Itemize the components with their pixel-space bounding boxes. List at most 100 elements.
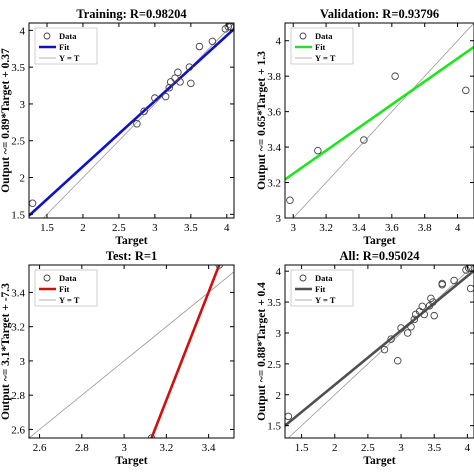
legend-label: Data (59, 31, 77, 41)
data-point (393, 357, 402, 365)
regression-panel-2: Validation: R=0.93796 3 3.2 3.4 3.6 3.8 4 3 3.2 3… (256, 7, 474, 247)
x-tick-label: 2 (80, 222, 86, 234)
y-tick-label: 2.5 (11, 136, 25, 148)
data-point (450, 276, 458, 285)
x-tick-label: 3 (398, 442, 404, 454)
data-point (438, 279, 446, 288)
plot-frame (28, 22, 235, 219)
legend-label: Y = T (59, 53, 80, 63)
y-tick-label: 4 (276, 266, 282, 278)
plot-frame (284, 264, 474, 439)
x-tick-label: 2.5 (112, 222, 126, 234)
data-point (397, 324, 405, 332)
y-tick-label: 3.4 (267, 142, 281, 154)
plot-area (285, 265, 474, 438)
fit-line (285, 269, 474, 427)
legend-data-marker (299, 274, 307, 282)
data-point (187, 79, 195, 88)
legend-label: Fit (315, 42, 326, 52)
y-tick-label: 1.5 (11, 209, 25, 221)
y-tick-label: 2 (20, 173, 26, 185)
y-tick-label: 3 (20, 356, 26, 368)
data-point (407, 323, 415, 331)
legend-label: Data (315, 273, 333, 283)
panel-title: Validation: R=0.93796 (320, 7, 439, 21)
y-tick-label: 3.5 (267, 297, 281, 309)
x-tick-label: 4 (224, 222, 230, 234)
legend-label: Y = T (315, 53, 336, 63)
data-point (430, 311, 438, 320)
data-point (166, 78, 175, 86)
x-tick-label: 2 (332, 442, 338, 454)
data-point (176, 78, 184, 86)
data-point (171, 74, 179, 82)
fit-line (150, 265, 221, 438)
plot-frame (28, 264, 235, 439)
y-tick-label: 4 (20, 25, 26, 37)
data-point (165, 84, 174, 92)
x-tick-label: 2.8 (75, 442, 89, 454)
identity-line (288, 265, 474, 438)
data-point (420, 310, 429, 319)
y-axis-label: Output ~= 0.89*Target + 0.37 (0, 48, 12, 193)
y-tick-label: 3 (20, 99, 26, 111)
data-point (462, 86, 470, 95)
y-tick-label: 3.6 (267, 107, 281, 119)
x-tick-label: 2.6 (33, 442, 47, 454)
data-point (285, 412, 293, 421)
data-point (29, 199, 37, 208)
regression-panel-1: Training: R=0.98204 1.5 2 2.5 3 3.5 4 1.5 2 2.5 3 3… (0, 7, 235, 247)
data-point (195, 42, 204, 51)
data-point (410, 315, 419, 324)
plot-frame (284, 22, 474, 219)
data-point (133, 120, 141, 128)
x-tick-label: 3.8 (418, 222, 432, 234)
x-tick-label: 3.5 (427, 442, 441, 454)
y-tick-label: 1.5 (267, 421, 281, 433)
data-point (161, 92, 170, 101)
data-point (466, 284, 474, 293)
x-axis-label: Target (115, 235, 147, 247)
data-point (286, 196, 294, 205)
y-tick-label: 3 (276, 328, 282, 340)
legend-data-marker (299, 32, 307, 40)
identity-line (292, 23, 474, 218)
x-axis-label: Target (363, 455, 395, 467)
data-point (427, 294, 435, 303)
legend-label: Fit (315, 284, 326, 294)
legend-data-marker (43, 274, 51, 282)
x-tick-label: 3.4 (352, 222, 366, 234)
data-point (360, 136, 368, 144)
x-tick-label: 1.5 (295, 442, 309, 454)
y-axis-label: Output ~= 0.65*Target + 1.3 (256, 51, 268, 190)
x-tick-label: 3.5 (184, 222, 198, 234)
regression-panel-3: Test: R=1 2.6 2.8 3 3.2 3.4 2.6 2.8 3 3.2 3.4 Targe… (0, 249, 235, 467)
legend-label: Data (315, 31, 333, 41)
legend-label: Data (59, 273, 77, 283)
y-tick-label: 2.5 (267, 359, 281, 371)
x-axis-label: Target (363, 235, 395, 247)
data-point (314, 146, 322, 155)
y-axis-label: Output ~= 0.88*Target + 0.4 (256, 282, 268, 421)
regression-panel-4: All: R=0.95024 1.5 2 2.5 3 3.5 4 1.5 2 2.5 3 3.5 4 Ta… (256, 249, 474, 467)
y-tick-label: 2 (276, 390, 282, 402)
y-tick-label: 3.5 (11, 62, 25, 74)
x-tick-label: 1.5 (40, 222, 54, 234)
data-point (464, 265, 473, 272)
x-tick-label: 4 (465, 442, 471, 454)
fit-line (29, 27, 234, 217)
x-tick-label: 2.5 (361, 442, 375, 454)
plot-area (285, 23, 474, 218)
x-tick-label: 3.2 (159, 442, 173, 454)
panel-title: Test: R=1 (106, 249, 157, 263)
legend-label: Y = T (315, 295, 336, 305)
legend-label: Fit (59, 42, 70, 52)
y-tick-label: 3.2 (11, 322, 25, 334)
legend-label: Fit (59, 284, 70, 294)
data-point (174, 68, 182, 77)
identity-line (43, 23, 234, 218)
x-axis-label: Target (115, 455, 147, 467)
